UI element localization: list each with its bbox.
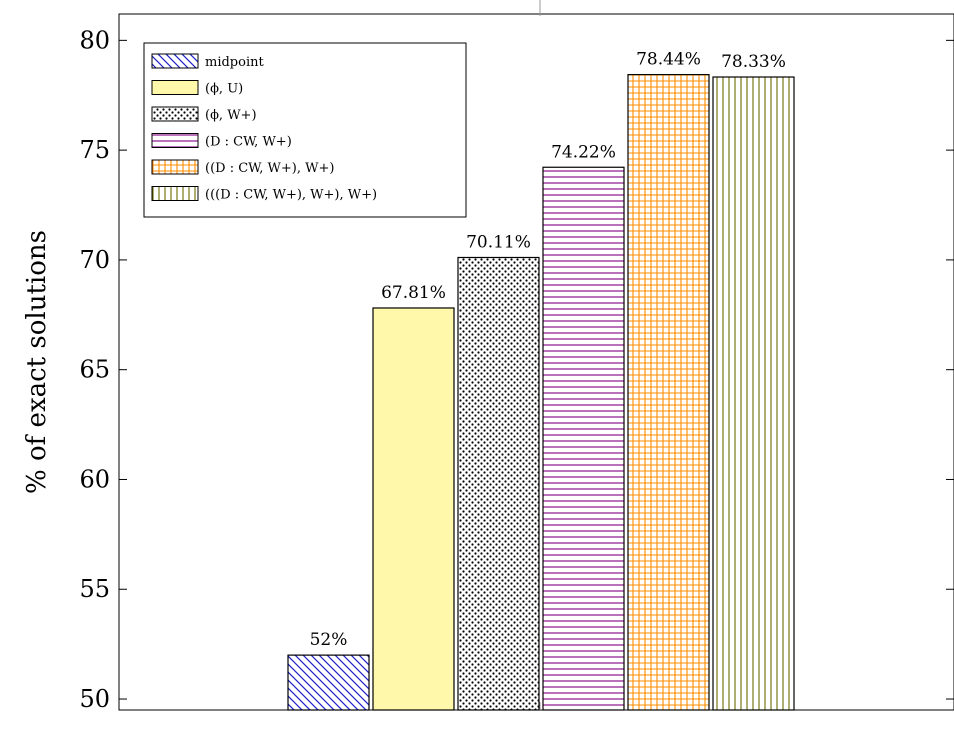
bar — [542, 166, 625, 711]
y-tick-label: 55 — [79, 575, 110, 603]
legend-label: (ϕ, U) — [205, 82, 243, 97]
bar — [712, 76, 795, 711]
y-tick-label: 60 — [79, 465, 110, 493]
bars — [287, 73, 795, 711]
legend: midpoint (ϕ, U) (ϕ, W+) (D : CW, W+) ((D : C… — [143, 42, 467, 218]
legend-label: midpoint — [205, 55, 264, 70]
bar-value-label: 70.11% — [466, 232, 531, 252]
legend-swatch — [151, 106, 199, 122]
bar — [627, 73, 710, 711]
bar-value-label: 74.22% — [551, 142, 616, 162]
y-tick-label: 80 — [79, 26, 110, 54]
legend-swatch — [151, 133, 199, 148]
y-axis-label: % of exact solutions — [22, 230, 52, 494]
y-tick-label: 65 — [79, 356, 110, 384]
bar — [457, 256, 540, 711]
bar — [287, 654, 370, 711]
y-tick-label: 75 — [79, 136, 110, 164]
bar-value-label: 78.44% — [636, 50, 701, 70]
legend-swatch — [151, 53, 199, 69]
bar-value-label: 78.33% — [721, 52, 786, 72]
legend-label: (ϕ, W+) — [205, 108, 257, 123]
legend-swatch — [151, 186, 199, 201]
y-tick-label: 70 — [79, 246, 110, 274]
bar — [372, 307, 455, 711]
bar-value-label: 67.81% — [381, 283, 446, 303]
y-tick-label: 50 — [79, 685, 110, 713]
legend-swatch — [151, 159, 199, 175]
bar-value-label: 52% — [310, 630, 348, 650]
legend-label: (D : CW, W+) — [205, 135, 292, 150]
legend-label: ((D : CW, W+), W+) — [205, 161, 334, 176]
y-axis: 50 55 60 65 70 75 80 — [79, 26, 954, 713]
legend-label: (((D : CW, W+), W+), W+) — [205, 188, 377, 203]
legend-swatch — [151, 80, 199, 95]
data-labels: 52% 67.81% 70.11% 74.22% 78.44% 78.33% — [310, 50, 786, 651]
